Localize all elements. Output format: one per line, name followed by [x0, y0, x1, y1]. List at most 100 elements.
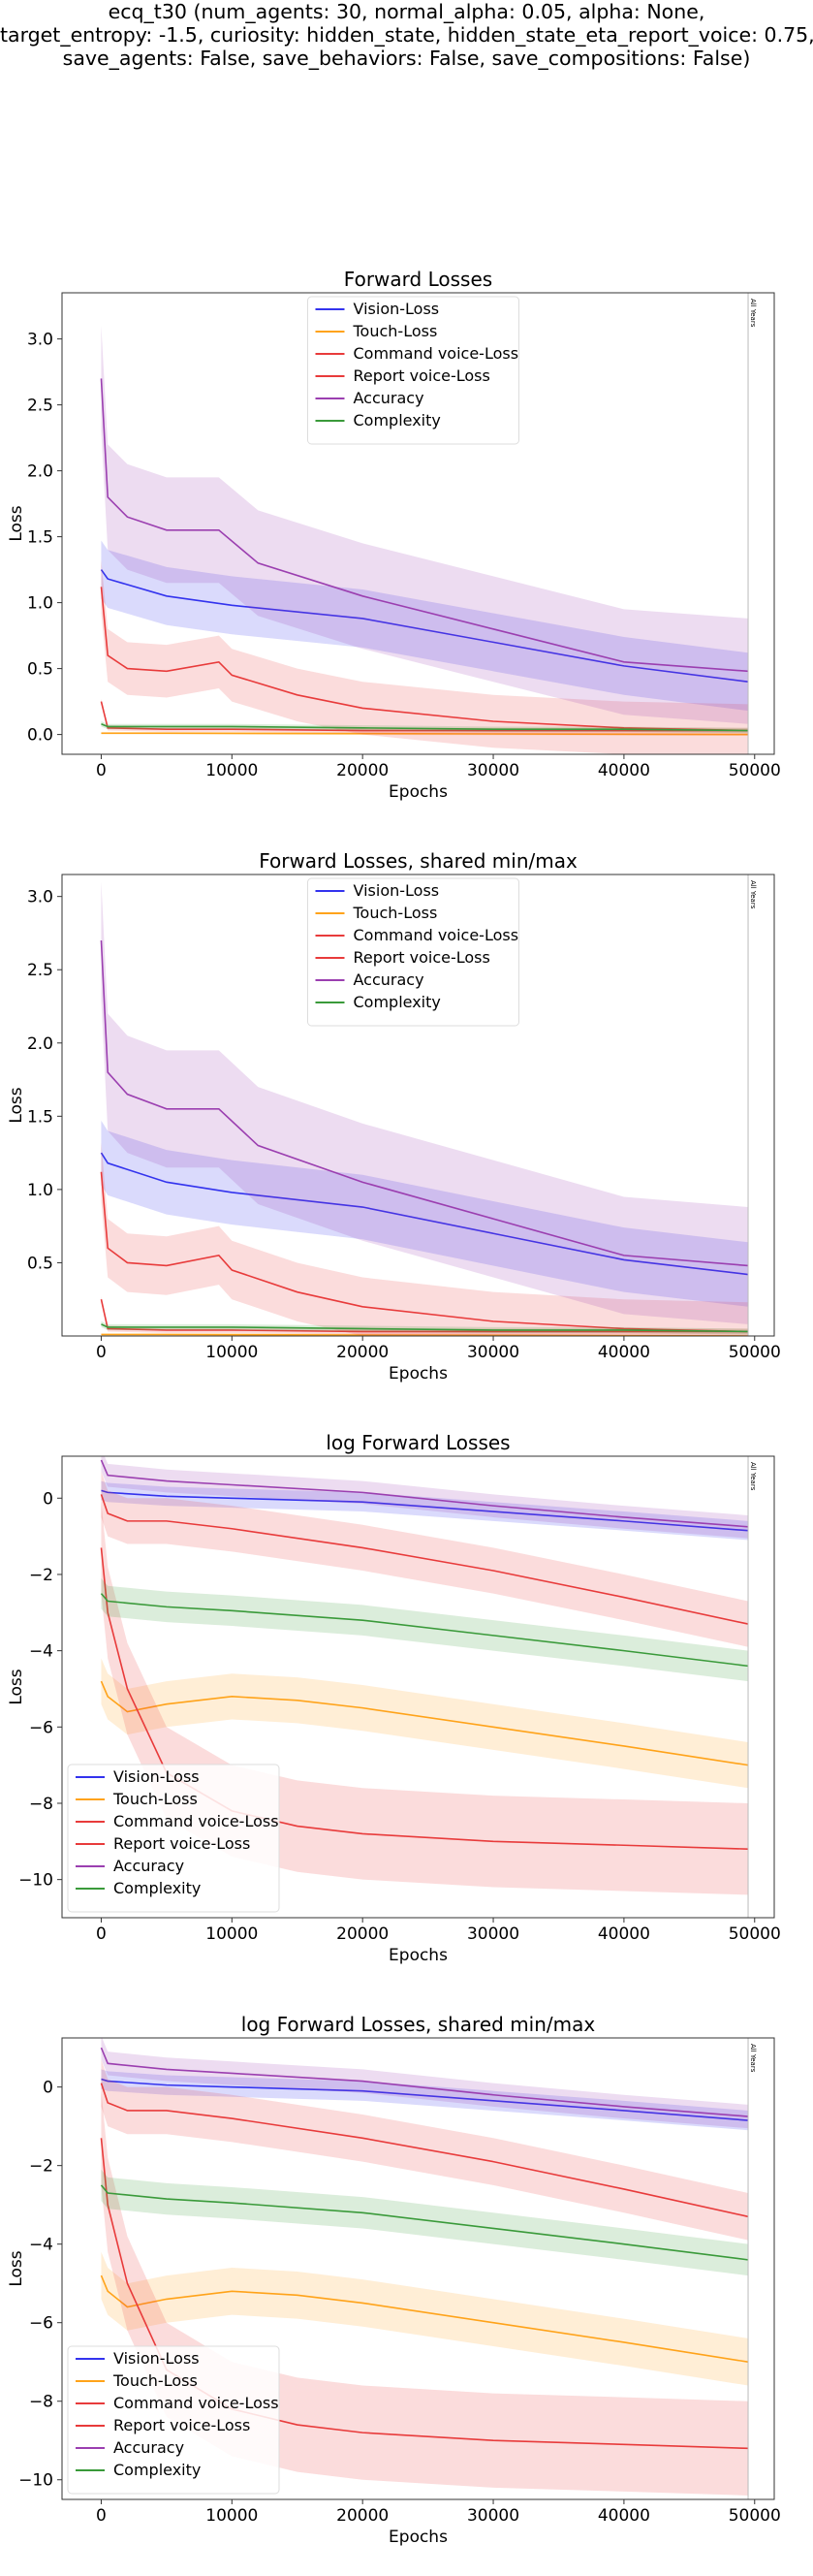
- marker-label: All Years: [749, 1462, 757, 1491]
- x-tick-label: 50000: [729, 1343, 781, 1362]
- series-line-vision-loss: [100, 1152, 749, 1276]
- x-tick-label: 10000: [205, 761, 258, 780]
- x-axis-label: Epochs: [389, 2528, 448, 2547]
- y-tick-label: −6: [29, 1718, 53, 1737]
- series-line-command-voice-loss: [100, 1299, 749, 1333]
- legend-box: [67, 2345, 280, 2495]
- band-accuracy: [101, 2038, 749, 2129]
- legend-box: [67, 1764, 280, 1913]
- band-accuracy: [101, 326, 749, 724]
- figure-suptitle: ecq_t30 (num_agents: 30, normal_alpha: 0…: [0, 0, 813, 70]
- legend-box: [307, 296, 519, 445]
- x-tick-label: 20000: [336, 761, 389, 780]
- legend-label-complexity: Complexity: [354, 993, 441, 1011]
- x-tick-label: 50000: [729, 761, 781, 780]
- x-tick-label: 20000: [336, 2506, 389, 2526]
- chart-forward-losses: Forward Losses All Years 0 10000 20000 30000 4…: [7, 268, 781, 802]
- band-vision-loss: [101, 1120, 749, 1307]
- plot-frame: [61, 2037, 775, 2500]
- x-tick-label: 0: [96, 1924, 107, 1944]
- legend-label-accuracy: Accuracy: [113, 1857, 184, 1875]
- band-complexity: [101, 1320, 749, 1335]
- x-axis-label: Epochs: [389, 1946, 448, 1965]
- y-tick-label: 0.0: [27, 726, 53, 746]
- legend: Vision-Loss Touch-Loss Command voice-Loss R…: [307, 296, 519, 445]
- band-vision-loss: [101, 1480, 749, 1541]
- y-tick-label: 1.0: [27, 594, 53, 614]
- y-tick-label: 0.5: [27, 660, 53, 680]
- legend-label-touch-loss: Touch-Loss: [112, 1790, 198, 1808]
- y-axis-label: Loss: [7, 1087, 26, 1123]
- suptitle-line-1: ecq_t30 (num_agents: 30, normal_alpha: 0…: [108, 0, 705, 23]
- y-tick-label: −8: [29, 2393, 53, 2412]
- chart-title: log Forward Losses, shared min/max: [241, 2013, 596, 2036]
- y-tick-label: 2.5: [27, 961, 53, 980]
- y-tick-label: 0: [43, 2079, 53, 2098]
- series-line-accuracy: [100, 378, 749, 673]
- series-line-complexity: [100, 2184, 749, 2261]
- legend-label-vision-loss: Vision-Loss: [113, 2349, 200, 2368]
- legend-label-touch-loss: Touch-Loss: [353, 322, 438, 340]
- legend-label-command-voice-loss: Command voice-Loss: [354, 926, 519, 944]
- series-line-accuracy: [100, 1459, 749, 1528]
- plot-frame: [61, 292, 775, 755]
- legend-box: [307, 877, 519, 1027]
- y-tick-label: 0.5: [27, 1254, 53, 1273]
- x-axis-label: Epochs: [389, 1364, 448, 1383]
- band-report-voice-loss: [101, 1142, 749, 1336]
- band-accuracy: [101, 881, 749, 1324]
- band-vision-loss: [101, 540, 749, 712]
- chart-title: log Forward Losses: [326, 1431, 510, 1454]
- chart-title: Forward Losses: [344, 268, 492, 291]
- series-line-vision-loss: [100, 569, 749, 683]
- series-line-complexity: [101, 722, 749, 732]
- x-tick-label: 0: [96, 2506, 107, 2526]
- x-tick-label: 30000: [467, 761, 519, 780]
- x-tick-label: 40000: [598, 2506, 650, 2526]
- y-tick-label: 1.5: [27, 528, 53, 548]
- y-tick-label: 2.5: [27, 397, 53, 416]
- series-line-complexity: [100, 1593, 749, 1668]
- legend-label-report-voice-loss: Report voice-Loss: [113, 1834, 250, 1853]
- series-line-touch-loss: [101, 1333, 749, 1336]
- band-accuracy: [101, 1456, 749, 1539]
- series-line-complexity: [101, 1323, 749, 1333]
- legend-label-accuracy: Accuracy: [354, 970, 424, 989]
- y-tick-label: 3.0: [27, 888, 53, 907]
- band-report-voice-loss: [101, 560, 749, 754]
- legend-label-accuracy: Accuracy: [354, 389, 424, 407]
- y-tick-label: −10: [18, 1871, 53, 1891]
- legend: Vision-Loss Touch-Loss Command voice-Loss R…: [307, 877, 519, 1027]
- band-complexity: [101, 2169, 749, 2276]
- y-tick-label: −2: [29, 2157, 53, 2177]
- x-tick-label: 50000: [729, 1924, 781, 1944]
- series-line-vision-loss: [101, 1489, 749, 1532]
- series-line-report-voice-loss: [100, 2083, 749, 2218]
- y-tick-label: 2.0: [27, 462, 53, 482]
- legend-label-command-voice-loss: Command voice-Loss: [113, 1812, 279, 1830]
- legend-label-report-voice-loss: Report voice-Loss: [113, 2416, 250, 2434]
- x-tick-label: 50000: [729, 2506, 781, 2526]
- legend-label-report-voice-loss: Report voice-Loss: [354, 948, 490, 967]
- series-line-touch-loss: [101, 732, 749, 736]
- legend-label-complexity: Complexity: [113, 2461, 201, 2479]
- series-line-report-voice-loss: [100, 1494, 749, 1625]
- legend-label-command-voice-loss: Command voice-Loss: [354, 344, 519, 363]
- legend-label-vision-loss: Vision-Loss: [113, 1767, 200, 1786]
- x-tick-label: 10000: [205, 1924, 258, 1944]
- band-complexity: [101, 721, 749, 734]
- legend: Vision-Loss Touch-Loss Command voice-Loss R…: [67, 1764, 280, 1913]
- x-tick-label: 0: [96, 761, 107, 780]
- y-tick-label: −10: [18, 2471, 53, 2491]
- series-line-report-voice-loss: [100, 587, 749, 732]
- y-tick-label: 1.0: [27, 1181, 53, 1200]
- y-tick-label: −6: [29, 2314, 53, 2334]
- legend-label-vision-loss: Vision-Loss: [354, 300, 440, 318]
- legend: Vision-Loss Touch-Loss Command voice-Loss R…: [67, 2345, 280, 2495]
- marker-label: All Years: [749, 2044, 757, 2073]
- x-tick-label: 20000: [336, 1924, 389, 1944]
- legend-label-vision-loss: Vision-Loss: [354, 881, 440, 900]
- y-axis-label: Loss: [7, 2250, 26, 2286]
- suptitle-line-3: save_agents: False, save_behaviors: Fals…: [62, 47, 751, 70]
- x-tick-label: 10000: [205, 1343, 258, 1362]
